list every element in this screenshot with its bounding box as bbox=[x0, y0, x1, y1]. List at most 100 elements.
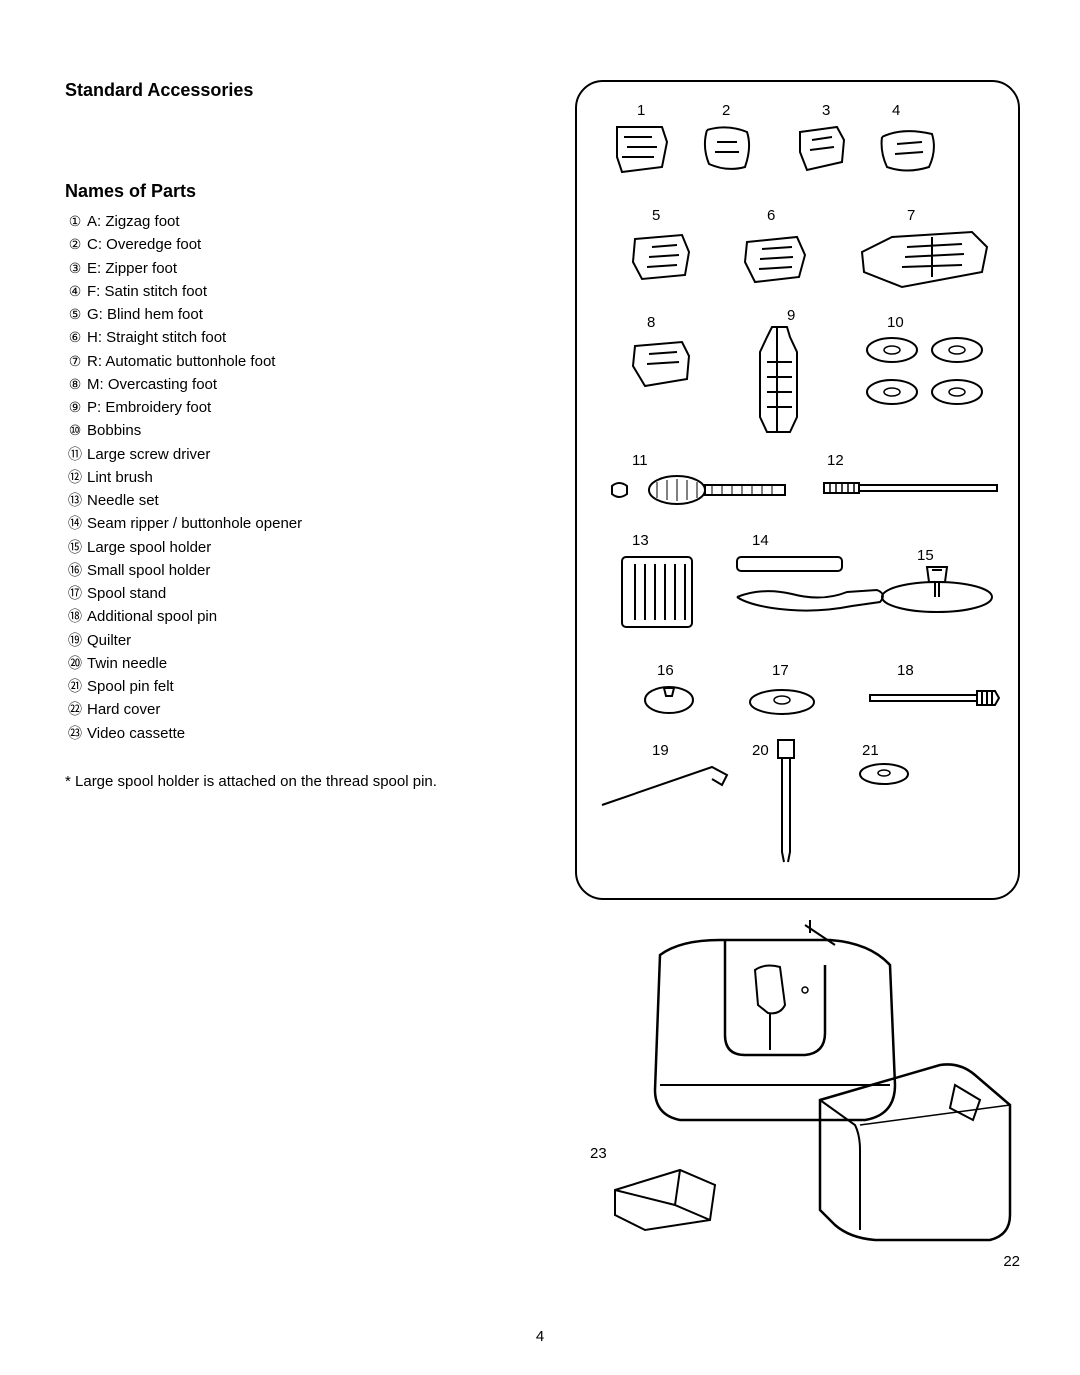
blind-hem-foot-icon bbox=[627, 227, 697, 287]
parts-list-item: ㉑Spool pin felt bbox=[65, 675, 485, 698]
part-label: R: Automatic buttonhole foot bbox=[87, 350, 275, 373]
embroidery-foot-icon bbox=[742, 322, 812, 442]
diagram-label-13: 13 bbox=[632, 532, 649, 549]
part-number: ⑰ bbox=[65, 583, 85, 605]
parts-list-item: ⑮Large spool holder bbox=[65, 536, 485, 559]
parts-list-item: ⑭Seam ripper / buttonhole opener bbox=[65, 512, 485, 535]
part-number: ⑩ bbox=[65, 420, 85, 442]
spool-pin-felt-icon bbox=[857, 762, 912, 787]
parts-list-item: ④F: Satin stitch foot bbox=[65, 280, 485, 303]
part-number: ⑱ bbox=[65, 606, 85, 628]
needle-set-icon bbox=[617, 552, 697, 632]
diagram-label-23: 23 bbox=[590, 1145, 607, 1162]
hard-cover-icon bbox=[805, 1030, 1020, 1250]
part-number: ㉑ bbox=[65, 676, 85, 698]
part-number: ⑧ bbox=[65, 374, 85, 396]
parts-list: ①A: Zigzag foot②C: Overedge foot③E: Zipp… bbox=[65, 210, 485, 745]
part-label: F: Satin stitch foot bbox=[87, 280, 207, 303]
diagram-label-2: 2 bbox=[722, 102, 730, 119]
diagram-label-16: 16 bbox=[657, 662, 674, 679]
part-label: Seam ripper / buttonhole opener bbox=[87, 512, 302, 535]
small-spool-holder-icon bbox=[642, 682, 697, 717]
diagram-label-18: 18 bbox=[897, 662, 914, 679]
parts-list-item: ⑧M: Overcasting foot bbox=[65, 373, 485, 396]
part-number: ⑨ bbox=[65, 397, 85, 419]
spool-pin-icon bbox=[867, 687, 1002, 709]
spool-stand-icon bbox=[747, 682, 817, 717]
part-label: Twin needle bbox=[87, 652, 167, 675]
main-heading: Standard Accessories bbox=[65, 80, 485, 101]
overcasting-foot-icon bbox=[627, 334, 697, 394]
part-number: ③ bbox=[65, 258, 85, 280]
straight-stitch-foot-icon bbox=[737, 227, 812, 287]
parts-list-item: ⑰Spool stand bbox=[65, 582, 485, 605]
buttonhole-foot-icon bbox=[852, 217, 997, 297]
part-label: Large spool holder bbox=[87, 536, 211, 559]
parts-list-item: ⑦R: Automatic buttonhole foot bbox=[65, 350, 485, 373]
part-number: ④ bbox=[65, 281, 85, 303]
diagram-label-11: 11 bbox=[632, 452, 648, 469]
part-number: ㉓ bbox=[65, 723, 85, 745]
accessories-diagram: 1 2 3 4 5 6 7 8 9 10 11 12 bbox=[575, 80, 1020, 900]
part-number: ① bbox=[65, 211, 85, 233]
parts-list-item: ⑯Small spool holder bbox=[65, 559, 485, 582]
part-label: Quilter bbox=[87, 629, 131, 652]
sub-heading: Names of Parts bbox=[65, 181, 485, 202]
parts-list-item: ⑬Needle set bbox=[65, 489, 485, 512]
part-number: ㉒ bbox=[65, 699, 85, 721]
diagram-label-3: 3 bbox=[822, 102, 830, 119]
part-label: Bobbins bbox=[87, 419, 141, 442]
parts-list-item: ⑪Large screw driver bbox=[65, 443, 485, 466]
part-label: Small spool holder bbox=[87, 559, 210, 582]
parts-list-item: ⑩Bobbins bbox=[65, 419, 485, 442]
part-label: Spool stand bbox=[87, 582, 166, 605]
quilter-icon bbox=[597, 757, 737, 812]
part-label: Additional spool pin bbox=[87, 605, 217, 628]
page-number: 4 bbox=[536, 1328, 544, 1345]
satin-stitch-foot-icon bbox=[877, 122, 942, 177]
part-number: ⑮ bbox=[65, 537, 85, 559]
parts-list-item: ㉓Video cassette bbox=[65, 722, 485, 745]
diagram-label-6: 6 bbox=[767, 207, 775, 224]
diagram-label-17: 17 bbox=[772, 662, 789, 679]
parts-list-item: ⑤G: Blind hem foot bbox=[65, 303, 485, 326]
part-label: Lint brush bbox=[87, 466, 153, 489]
parts-list-item: ⑫Lint brush bbox=[65, 466, 485, 489]
twin-needle-icon bbox=[772, 737, 802, 867]
parts-list-item: ⑳Twin needle bbox=[65, 652, 485, 675]
part-number: ⑫ bbox=[65, 467, 85, 489]
zipper-foot-icon bbox=[792, 122, 852, 177]
diagram-label-10: 10 bbox=[887, 314, 904, 331]
footnote: * Large spool holder is attached on the … bbox=[65, 773, 485, 790]
parts-list-item: ⑱Additional spool pin bbox=[65, 605, 485, 628]
part-label: Needle set bbox=[87, 489, 159, 512]
screwdriver-icon bbox=[607, 472, 797, 507]
part-number: ⑦ bbox=[65, 351, 85, 373]
overedge-foot-icon bbox=[697, 122, 757, 177]
part-label: M: Overcasting foot bbox=[87, 373, 217, 396]
part-number: ⑭ bbox=[65, 513, 85, 535]
diagram-label-12: 12 bbox=[827, 452, 844, 469]
part-label: G: Blind hem foot bbox=[87, 303, 203, 326]
diagram-label-20: 20 bbox=[752, 742, 769, 759]
part-label: Hard cover bbox=[87, 698, 160, 721]
diagram-label-22: 22 bbox=[1003, 1253, 1020, 1270]
bobbins-icon bbox=[862, 332, 1002, 412]
part-label: A: Zigzag foot bbox=[87, 210, 180, 233]
part-label: Video cassette bbox=[87, 722, 185, 745]
diagram-label-1: 1 bbox=[637, 102, 645, 119]
part-label: Spool pin felt bbox=[87, 675, 174, 698]
part-number: ⑲ bbox=[65, 630, 85, 652]
diagram-label-5: 5 bbox=[652, 207, 660, 224]
parts-list-item: ①A: Zigzag foot bbox=[65, 210, 485, 233]
part-number: ⑪ bbox=[65, 444, 85, 466]
below-diagram-area: 23 22 bbox=[575, 900, 1020, 1270]
part-label: P: Embroidery foot bbox=[87, 396, 211, 419]
zigzag-foot-icon bbox=[612, 122, 672, 177]
part-number: ⑬ bbox=[65, 490, 85, 512]
parts-list-item: ⑥H: Straight stitch foot bbox=[65, 326, 485, 349]
video-cassette-icon bbox=[610, 1165, 720, 1235]
large-spool-holder-icon bbox=[877, 562, 997, 617]
parts-list-item: ⑨P: Embroidery foot bbox=[65, 396, 485, 419]
parts-list-item: ⑲Quilter bbox=[65, 629, 485, 652]
